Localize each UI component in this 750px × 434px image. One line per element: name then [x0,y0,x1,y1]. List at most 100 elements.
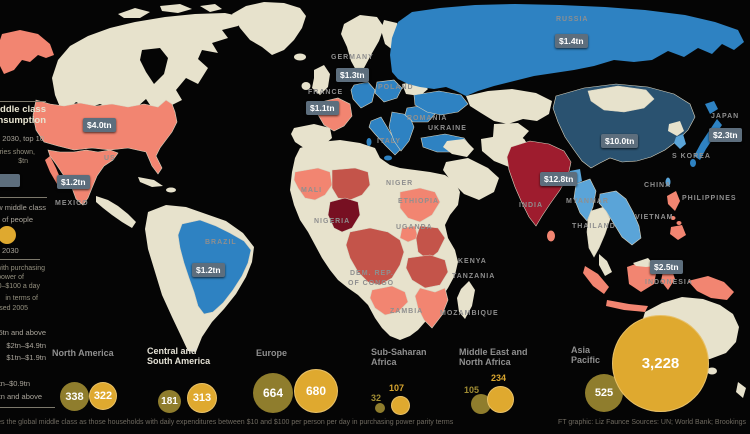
legend-note-2: power of [0,274,24,281]
country-india [506,140,572,227]
country-label-germany: GERMANY [331,54,374,61]
legend-scale-row-1: $5tn and above [0,328,46,337]
legend-note-3: $10–$100 a day [0,283,40,290]
country-ukraine [413,90,469,116]
country-label-mozambique: MOZAMBIQUE [440,310,499,317]
legend-circles-line2: in millions of people [0,215,33,224]
scandinavia [341,15,384,72]
country-label-drc-line1: DEM. REP. [350,270,394,277]
japan-kyushu [690,159,696,167]
malay-peninsula [599,254,612,276]
legend-scale-row-3: $1tn–$1.9tn [6,353,46,362]
legend-scale-row-2: $2tn–$4.9tn [6,341,46,350]
country-china [552,83,696,169]
value-sub-saharan-africa-gold: 107 [389,383,405,393]
country-pakistan [490,131,525,162]
country-kazakhstan [466,89,552,124]
country-label-thailand: THAILAND [572,223,616,230]
country-madagascar [457,281,475,319]
philippines-luzon [667,191,680,211]
country-russia [390,4,744,96]
legend-note-4: in terms of [5,295,38,302]
country-label-china: CHINA [644,182,672,189]
country-label-russia: RUSSIA [556,16,589,23]
bubble-central-south-america-dark: 181 [158,390,181,413]
consumption-badge-germany: $1.3tn [336,68,369,82]
country-label-myanmar: MYANMAR [566,198,609,205]
region-label-ssa-line2: Africa [371,357,397,367]
consumption-badge-mexico: $1.2tn [57,175,90,189]
iberia [291,124,332,150]
country-uk [312,65,330,95]
country-poland [374,79,403,103]
country-label-niger: NIGER [386,180,414,187]
consumption-badge-indonesia: $2.5tn [650,260,683,274]
country-tanzania [405,254,449,289]
new-zealand [736,382,746,398]
consumption-badge-us: $4.0tn [83,118,116,132]
footnote-definition: The Brookings Institution defines the gl… [0,419,454,426]
bubble-north-america-gold: 322 [89,382,117,410]
region-label-mena-line2: North Africa [459,357,511,367]
country-label-romania: ROMANIA [407,115,448,122]
country-label-tanzania: TANZANIA [452,273,496,280]
country-ethiopia [399,187,441,223]
country-label-mexico: MEXICO [55,200,89,207]
country-label-us: US [104,155,116,162]
country-mongolia [587,85,655,113]
country-label-drc-line2: OF CONGO [348,280,395,287]
country-zambia [369,285,409,316]
region-label-csa-line2: South America [147,356,211,366]
country-label-ukraine: UKRAINE [428,125,467,132]
region-label-central-south-america: Central and South America [147,346,210,366]
borneo [627,261,657,292]
legend-circles-line1: Numbers show middle class [0,203,46,212]
region-label-north-america: North America [52,348,114,358]
country-ireland [301,82,311,90]
country-niger [331,167,371,201]
country-iraq [443,139,474,157]
bubble-sub-saharan-africa-dark [375,403,385,413]
country-nigeria [327,197,361,233]
country-label-mali: MALI [301,187,323,194]
bubble-central-south-america-gold: 313 [187,383,217,413]
country-us [32,99,178,175]
bubble-mena-gold [487,386,514,413]
legend-divider-2 [0,259,40,260]
country-label-japan: JAPAN [711,113,740,120]
region-label-sub-saharan-africa: Sub-Saharan Africa [371,347,427,367]
country-label-ethiopia: ETHIOPIA [398,198,440,205]
legend-scale-row-4: $0.5tn–$0.9tn [0,379,30,388]
country-label-india: INDIA [519,202,544,209]
country-saudi [443,158,499,200]
arctic-island-2 [160,4,192,13]
borneo-malaysia-strip [633,258,655,267]
bubble-europe-gold: 680 [294,369,338,413]
philippines-visayas-2 [676,221,682,225]
country-mozambique [414,287,449,329]
philippines-mindanao [670,225,686,240]
bubble-north-america-dark: 338 [60,382,89,411]
bubble-sub-saharan-africa-gold [391,396,410,415]
country-label-philippines: PHILIPPINES [682,195,737,202]
legend-note-1: with purchasing [0,265,45,272]
country-iceland [294,53,306,61]
philippines-visayas-1 [670,216,676,220]
legend-subtitle-2: countries shown, [0,149,35,156]
legend-divider-bottom [0,407,55,408]
indochina-vietnam-laos [598,190,642,246]
region-label-ap-line1: Asia [571,345,591,355]
arctic-island-3 [200,4,222,12]
hudson-bay [140,48,168,84]
region-label-asia-pacific: Asia Pacific [571,345,600,365]
country-label-indonesia: INDONESIA [645,279,693,286]
region-label-mena-line1: Middle East and [459,347,528,357]
country-label-brazil: BRAZIL [205,239,237,246]
bubble-asia-pacific-gold: 3,228 [612,315,709,412]
country-label-poland: POLAND [378,84,414,91]
legend-divider-top [0,101,46,102]
legend-note-5: based 2005 [0,305,28,312]
value-sub-saharan-africa-dark: 32 [371,393,382,403]
country-drc [345,227,405,286]
